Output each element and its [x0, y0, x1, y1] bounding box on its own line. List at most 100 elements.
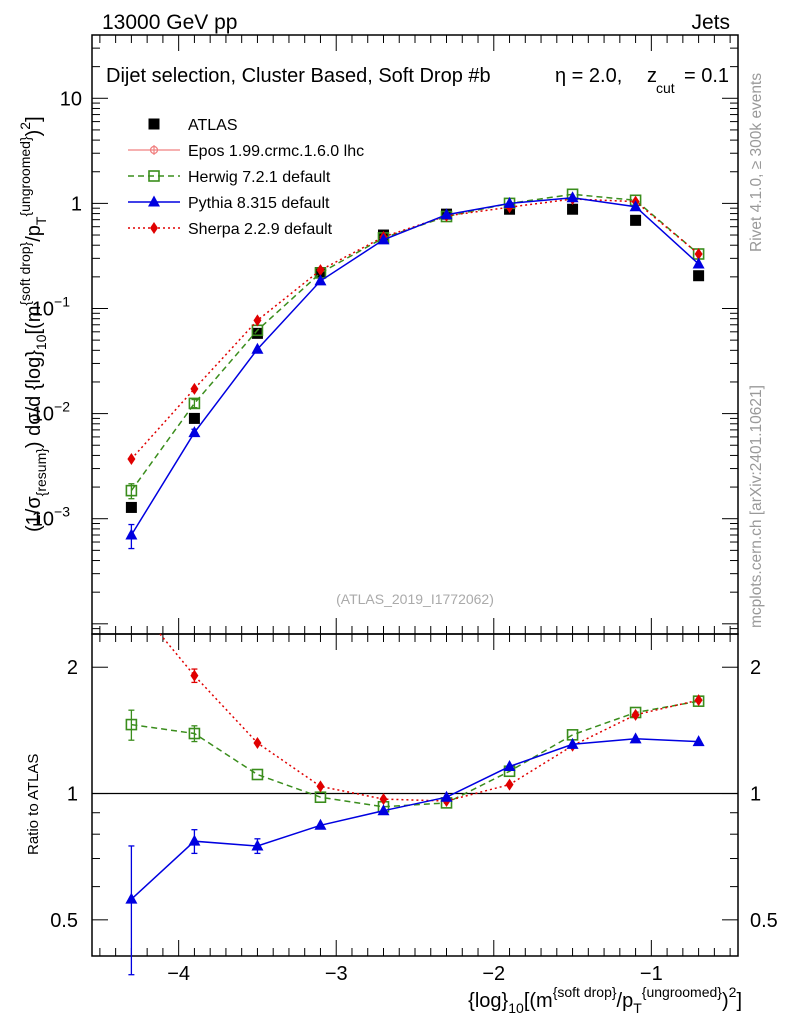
ratio-point-herwig: [125, 718, 138, 731]
ratio-point-herwig: [251, 768, 264, 781]
legend-marker-sherpa: [150, 222, 158, 234]
legend-label-pythia: Pythia 8.315 default: [188, 195, 330, 212]
ratio-axis-ticks: [92, 634, 738, 956]
main-y-tick-labels: 10−3 10−2 10−1 1 10: [32, 88, 82, 530]
ratio-y-tick-label-left: 0.5: [50, 910, 78, 932]
main-series-group: [125, 188, 705, 550]
main-point-pythia: [188, 426, 201, 438]
main-point-sherpa: [190, 382, 199, 395]
ratio-series-sherpa: [159, 633, 703, 807]
legend-item-epos: Epos 1.99.crmc.1.6.0 lhc: [128, 143, 364, 160]
legend-label-epos: Epos 1.99.crmc.1.6.0 lhc: [188, 143, 364, 160]
header-left: 13000 GeV pp: [102, 11, 237, 34]
ratio-line-sherpa: [159, 633, 699, 802]
main-y-tick-label: 10: [60, 88, 82, 110]
ratio-point-herwig: [188, 727, 201, 740]
main-point-pythia: [251, 342, 264, 354]
main-point-pythia: [566, 191, 579, 203]
ratio-series-pythia: [125, 732, 705, 976]
legend-marker-epos: [149, 145, 159, 155]
selection-title: Dijet selection, Cluster Based, Soft Dro…: [106, 65, 491, 87]
ratio-point-pythia: [188, 834, 201, 846]
rivet-label: Rivet 4.1.0, ≥ 300k events: [748, 73, 765, 252]
main-point-herwig: [188, 397, 201, 410]
legend: ATLAS Epos 1.99.crmc.1.6.0 lhc Herwig 7.2.…: [128, 117, 364, 238]
main-line-pythia: [130, 197, 700, 536]
ratio-point-pythia: [125, 892, 138, 904]
ratio-point-pythia: [629, 732, 642, 744]
legend-label-atlas: ATLAS: [188, 117, 238, 134]
main-point-atlas: [630, 214, 642, 226]
selection-z-sub: cut: [656, 80, 675, 96]
main-y-tick-label: 1: [71, 193, 82, 215]
ratio-line-pythia: [130, 738, 699, 900]
main-point-atlas: [125, 501, 137, 513]
selection-z-rest: = 0.1: [684, 65, 729, 87]
main-point-atlas: [693, 270, 705, 282]
main-point-sherpa: [316, 264, 325, 277]
ratio-point-sherpa: [631, 708, 640, 721]
main-series-pythia: [125, 191, 705, 550]
ratio-y-tick-label-right: 1: [750, 784, 761, 806]
ratio-point-sherpa: [190, 669, 199, 682]
x-tick-label: −4: [167, 963, 190, 985]
main-point-pythia: [692, 257, 705, 269]
main-point-sherpa: [127, 452, 136, 465]
legend-marker-pythia: [148, 195, 160, 207]
ratio-series-group: [125, 633, 705, 976]
x-axis-label: {log}10[(m{soft drop}/pT{ungroomed})2]: [468, 984, 742, 1016]
ratio-point-pythia: [251, 839, 264, 851]
selection-z: z: [647, 65, 657, 87]
ratio-y-tick-label-right: 2: [750, 657, 761, 679]
selection-eta: η = 2.0,: [555, 65, 622, 87]
ratio-panel-frame: [91, 633, 739, 957]
ratio-point-pythia: [377, 804, 390, 816]
ratio-tick-labels: 0.5 0.5 1 1 2 2 −4 −3 −2 −1: [50, 657, 778, 985]
ratio-series-herwig: [125, 695, 705, 813]
ratio-point-sherpa: [379, 793, 388, 806]
main-axis-ticks: [92, 34, 738, 635]
legend-item-herwig: Herwig 7.2.1 default: [128, 169, 331, 186]
main-series-atlas: [125, 203, 705, 513]
main-line-sherpa: [130, 198, 700, 460]
main-line-herwig: [130, 193, 700, 492]
ratio-line-herwig: [131, 700, 699, 808]
main-point-pythia: [314, 274, 327, 286]
main-point-atlas: [251, 327, 263, 339]
ratio-point-pythia: [692, 735, 705, 747]
main-point-sherpa: [253, 314, 262, 327]
main-y-tick-label: 10−2: [32, 399, 70, 426]
main-point-herwig: [125, 484, 138, 497]
ratio-y-tick-label-left: 2: [67, 657, 78, 679]
main-point-pythia: [503, 196, 516, 208]
main-y-axis-label: (1/σ{resum}) dσ/d {log}10[(m{soft drop}/…: [17, 116, 49, 532]
main-y-tick-label: 10−1: [32, 293, 70, 320]
legend-item-atlas: ATLAS: [148, 117, 238, 134]
ratio-point-sherpa: [694, 694, 703, 707]
x-tick-label: −3: [325, 963, 348, 985]
main-point-pythia: [629, 200, 642, 212]
x-tick-label: −1: [640, 963, 663, 985]
ratio-y-tick-label-right: 0.5: [750, 910, 778, 932]
source-label: mcplots.cern.ch [arXiv:2401.10621]: [748, 385, 765, 628]
legend-label-sherpa: Sherpa 2.2.9 default: [188, 221, 333, 238]
ratio-point-pythia: [503, 759, 516, 771]
ratio-y-axis-label: Ratio to ATLAS: [25, 754, 42, 855]
main-point-atlas: [567, 203, 579, 215]
analysis-label: (ATLAS_2019_I1772062): [336, 591, 494, 607]
ratio-y-tick-label-left: 1: [67, 784, 78, 806]
legend-label-herwig: Herwig 7.2.1 default: [188, 169, 331, 186]
header-right: Jets: [691, 11, 730, 34]
legend-item-pythia: Pythia 8.315 default: [128, 195, 330, 212]
main-y-tick-label: 10−3: [32, 504, 70, 531]
ratio-point-pythia: [314, 818, 327, 830]
main-point-pythia: [125, 528, 138, 540]
ratio-point-pythia: [566, 737, 579, 749]
ratio-point-pythia: [440, 790, 453, 802]
ratio-point-sherpa: [316, 780, 325, 793]
main-point-atlas: [188, 412, 200, 424]
main-point-sherpa: [694, 247, 703, 260]
main-point-pythia: [440, 208, 453, 220]
main-point-pythia: [377, 233, 390, 245]
